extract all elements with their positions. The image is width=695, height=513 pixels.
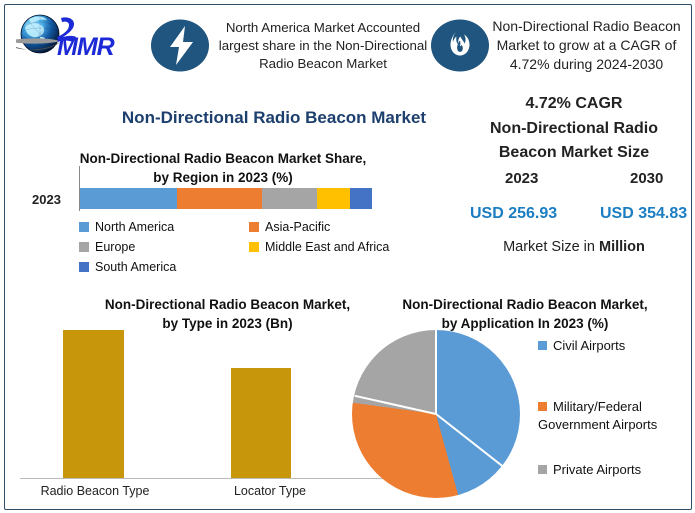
svg-text:MMR: MMR xyxy=(57,33,115,61)
